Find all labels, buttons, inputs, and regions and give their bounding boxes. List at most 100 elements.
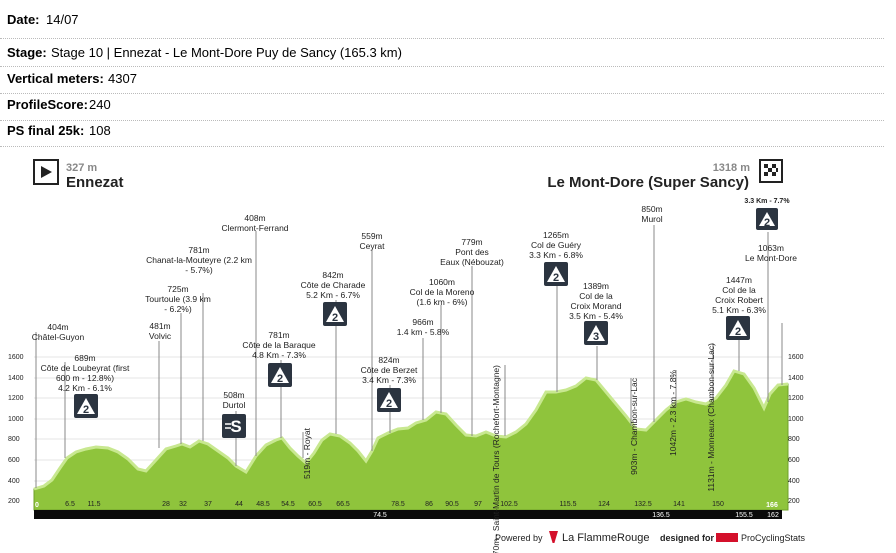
altitude-tick-right: 800: [788, 436, 800, 443]
start-altitude: 327 m: [66, 162, 97, 174]
elevation-highlight: [33, 369, 789, 491]
point-label-line: 559m: [361, 231, 382, 241]
point-label-line: Clermont-Ferrand: [221, 223, 288, 233]
climb-category-badge-icon: 2: [268, 363, 292, 387]
finish-name: Le Mont-Dore (Super Sancy): [547, 174, 749, 191]
km-tick-label: 6.5: [65, 501, 75, 508]
point-label-line: 508m: [223, 390, 244, 400]
flammerouge-logo-icon: [549, 531, 558, 543]
point-label-line: Col de Guéry: [531, 240, 582, 250]
point-label-line: Tourtoule (3.9 km: [145, 294, 211, 304]
point-label-line: Le Mont-Dore: [745, 253, 797, 263]
point-label-line: 842m: [322, 270, 343, 280]
point-label-line: 3.5 Km - 5.4%: [569, 311, 623, 321]
point-label-line: 779m: [461, 237, 482, 247]
km-bar: [34, 510, 782, 519]
point-label-line: 600 m - 12.8%): [56, 373, 114, 383]
km-tick-label: 150: [712, 501, 724, 508]
svg-text:2: 2: [332, 312, 338, 324]
altitude-tick-right: 1000: [788, 416, 804, 423]
point-label-line: 1389m: [583, 281, 609, 291]
point-label-line: 404m: [47, 322, 68, 332]
km-tick-label: 32: [179, 501, 187, 508]
km-tick-label: 54.5: [281, 501, 295, 508]
altitude-tick-left: 1000: [8, 416, 24, 423]
altitude-tick-right: 200: [788, 498, 800, 505]
start-name: Ennezat: [66, 174, 124, 191]
date-label: Date:: [7, 12, 40, 27]
point-label-line: 3.3 Km - 7.7%: [744, 198, 790, 205]
climb-category-badge-icon: 2: [544, 262, 568, 286]
point-label-line: - 6.2%): [164, 304, 192, 314]
point-label-line: 689m: [74, 353, 95, 363]
point-label-vertical: 1042m - 2.3 km - 7.8%: [668, 370, 678, 456]
point-label-line: 5.2 Km - 6.7%: [306, 290, 360, 300]
svg-text:2: 2: [277, 373, 283, 385]
flammerouge-label: La FlammeRouge: [562, 532, 650, 544]
point-label-vertical: 903m - Chambon-sur-Lac: [629, 377, 639, 475]
point-label-line: - 5.7%): [185, 265, 213, 275]
point-label-line: 781m: [268, 330, 289, 340]
stage-profile-chart: 327 m Ennezat 1318 m Le Mont-Dore (Super…: [8, 159, 804, 553]
point-label-line: 1265m: [543, 230, 569, 240]
point-label-line: Châtel-Guyon: [32, 332, 85, 342]
altitude-tick-left: 1600: [8, 354, 24, 361]
finish-altitude: 1318 m: [713, 162, 751, 174]
altitude-tick-right: 1200: [788, 395, 804, 402]
stage-label: Stage:: [7, 45, 47, 60]
finish-flag-icon: [759, 159, 783, 183]
info-profilescore-row: ProfileScore: 240: [0, 93, 884, 121]
point-label-line: 3.3 Km - 6.8%: [529, 250, 583, 260]
info-vertical-row: Vertical meters: 4307: [0, 66, 884, 94]
km-tick-label: 66.5: [336, 501, 350, 508]
km-tick-label: 136.5: [652, 512, 670, 519]
point-label-line: Col de la: [722, 285, 756, 295]
svg-text:S: S: [230, 417, 241, 436]
km-tick-label: 132.5: [634, 501, 652, 508]
svg-text:2: 2: [386, 398, 392, 410]
km-tick-label: 115.5: [560, 501, 577, 508]
altitude-axis: 200 200 400 400 600 600 800 800 1000 1000 1200 1200…: [8, 354, 804, 505]
point-label-line: Volvic: [149, 331, 172, 341]
km-tick-label: 74.5: [373, 512, 387, 519]
info-stage-row: Stage: Stage 10 | Ennezat - Le Mont-Dore…: [0, 39, 884, 67]
point-label-vertical: 519m - Royat: [302, 427, 312, 479]
start-flag-icon: [33, 159, 59, 185]
climb-category-badge-icon: 2: [74, 394, 98, 418]
km-tick-label: 124: [598, 501, 610, 508]
powered-by: Powered by: [495, 533, 543, 543]
km-tick-label: 155.5: [735, 512, 753, 519]
km-tick-label: 60.5: [308, 501, 322, 508]
point-label-line: Chanat-la-Mouteyre (2.2 km: [146, 255, 252, 265]
altitude-tick-left: 200: [8, 498, 20, 505]
point-label-line: 1447m: [726, 275, 752, 285]
climb-category-badge-icon: 2: [726, 316, 750, 340]
point-label-line: Côte de la Baraque: [242, 340, 316, 350]
point-label-line: Côte de Charade: [301, 280, 366, 290]
altitude-tick-left: 1200: [8, 395, 24, 402]
ps25-value: 108: [89, 123, 111, 138]
km-tick-label: 97: [474, 501, 482, 508]
pcs-logo-icon: [716, 533, 738, 542]
date-value: 14/07: [46, 12, 79, 27]
point-label-line: Ceyrat: [359, 241, 385, 251]
point-label-vertical: 870m - Saint-Martin de Tours (Rochefort-…: [491, 365, 501, 553]
point-label-line: Durtol: [223, 400, 246, 410]
altitude-tick-right: 1400: [788, 375, 804, 382]
climb-category-badge-icon: 2: [377, 388, 401, 412]
vertical-value: 4307: [108, 71, 137, 86]
km-tick-label: 28: [162, 501, 170, 508]
point-label-vertical: 1131m - Monneaux (Chambon-sur-Lac): [706, 343, 716, 492]
km-tick-label: 162: [767, 512, 779, 519]
km-tick-label: 11.5: [87, 501, 100, 508]
point-label-line: 1060m: [429, 277, 455, 287]
km-axis: 0 6.5 11.5 28 32 37 44 48.5 54.5 60.5 66.5 74.5 78.5…: [35, 501, 779, 519]
info-ps25-row: PS final 25k: 108: [0, 120, 884, 147]
point-label-line: 4.8 Km - 7.3%: [252, 350, 306, 360]
point-label-line: 1063m: [758, 243, 784, 253]
km-tick-label: 90.5: [445, 501, 459, 508]
svg-text:2: 2: [735, 326, 741, 338]
point-label-line: Pont des: [455, 247, 489, 257]
altitude-tick-right: 600: [788, 457, 800, 464]
